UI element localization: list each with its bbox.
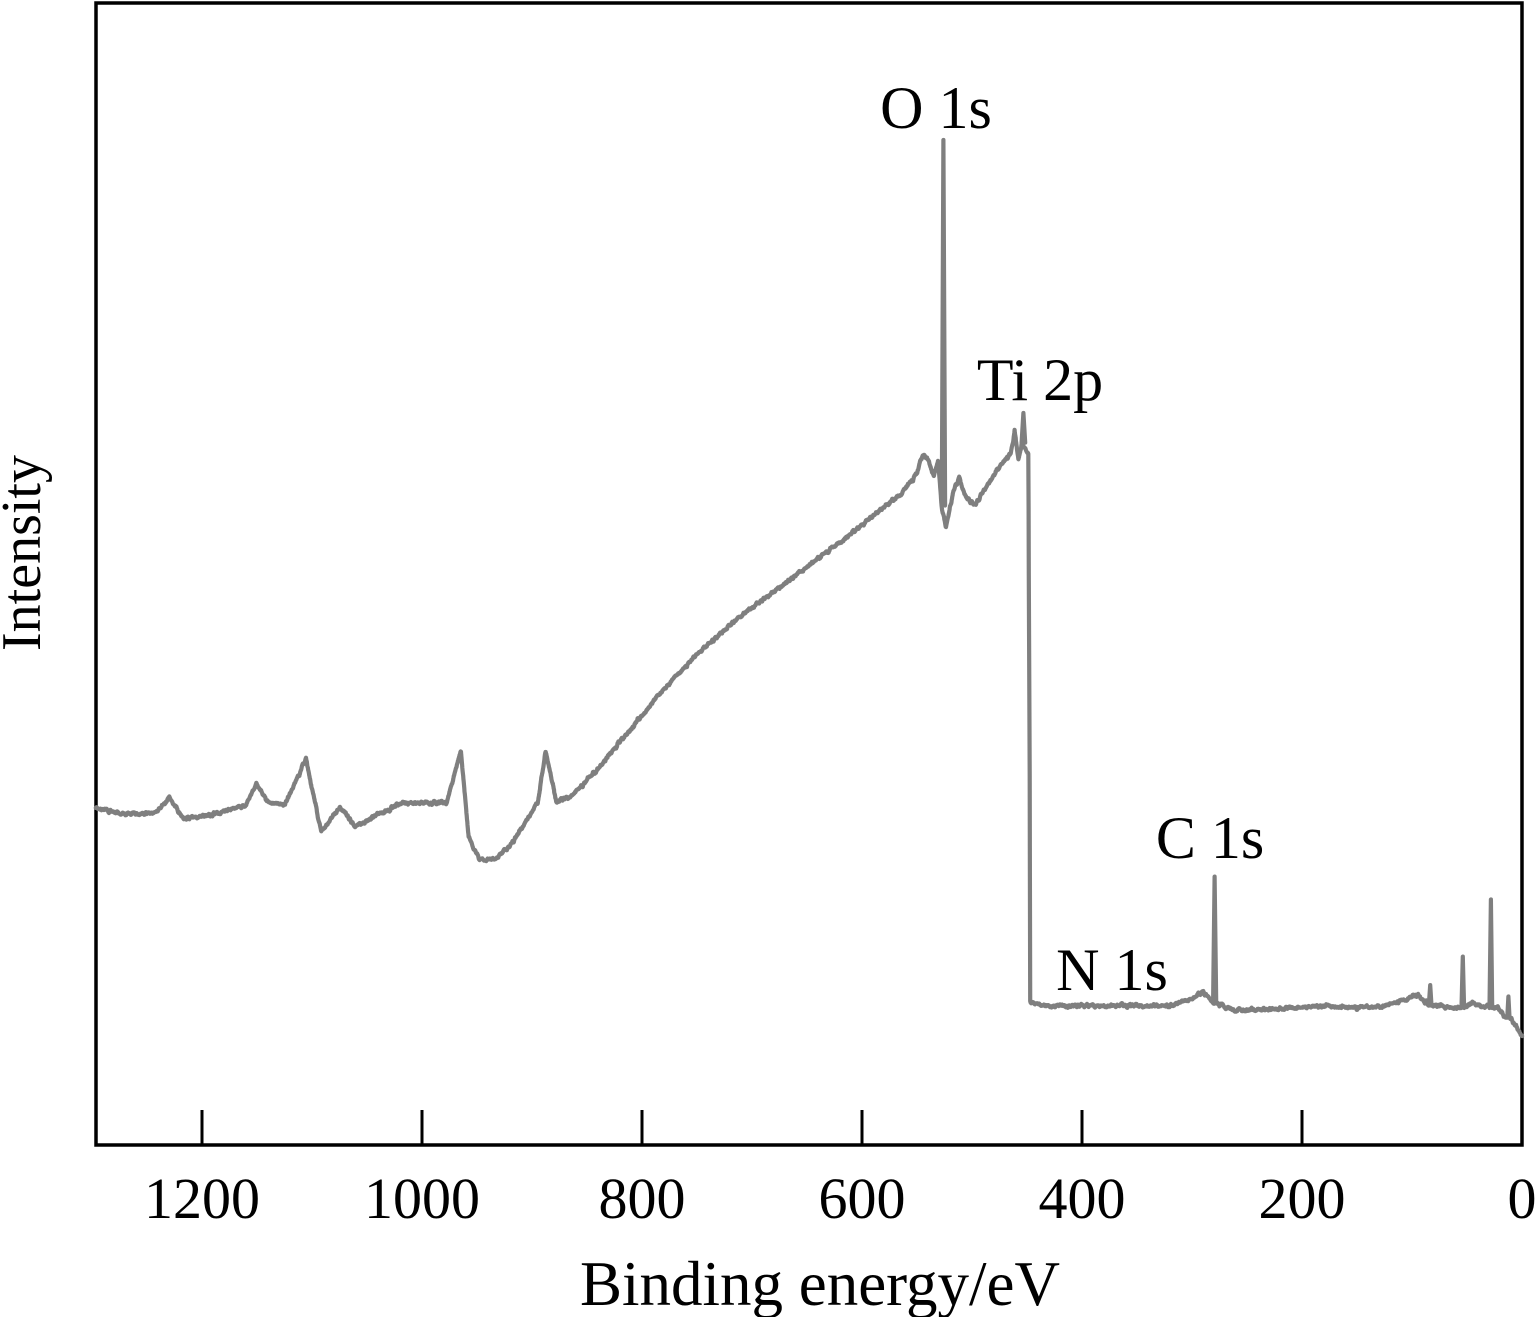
svg-text:400: 400 — [1039, 1166, 1126, 1231]
svg-text:1000: 1000 — [364, 1166, 480, 1231]
svg-text:200: 200 — [1259, 1166, 1346, 1231]
svg-text:600: 600 — [819, 1166, 906, 1231]
svg-text:O 1s: O 1s — [880, 75, 992, 141]
svg-text:N 1s: N 1s — [1056, 937, 1168, 1003]
svg-text:C 1s: C 1s — [1156, 805, 1264, 871]
svg-text:800: 800 — [599, 1166, 686, 1231]
svg-text:Binding energy/eV: Binding energy/eV — [580, 1249, 1060, 1317]
svg-text:Ti 2p: Ti 2p — [977, 347, 1103, 413]
svg-text:0: 0 — [1508, 1166, 1537, 1231]
svg-text:Intensity: Intensity — [0, 455, 53, 651]
svg-text:1200: 1200 — [144, 1166, 260, 1231]
